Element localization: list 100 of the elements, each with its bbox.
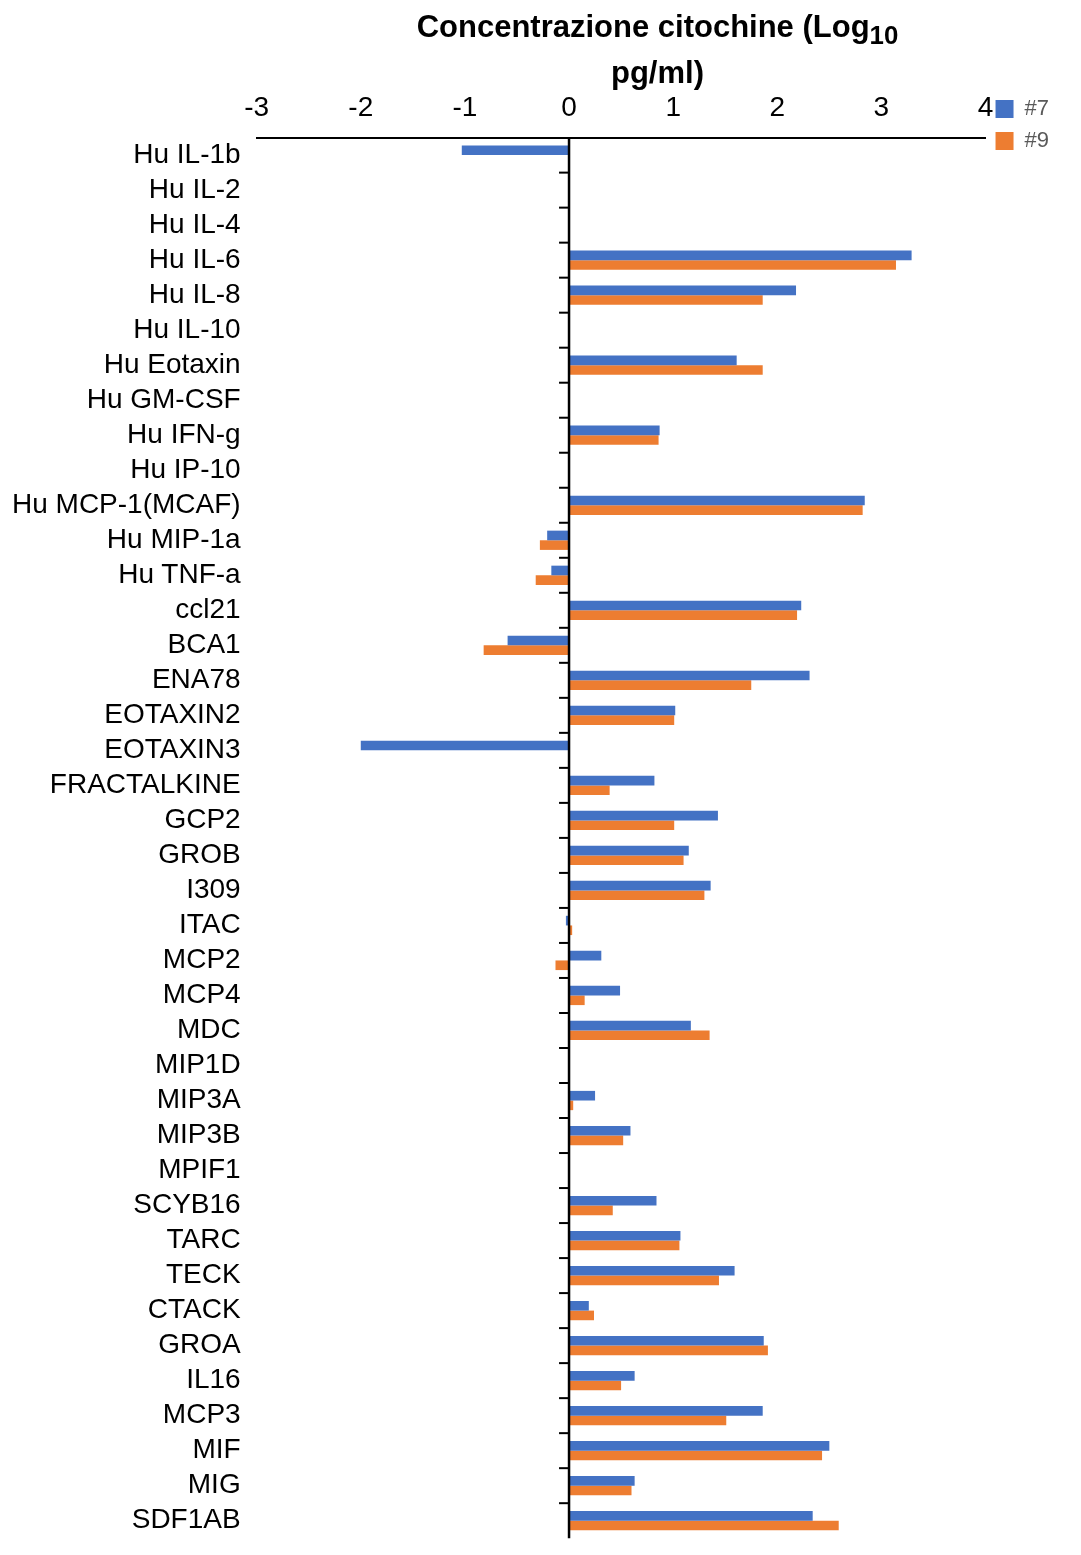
y-tick-label: Hu TNF-a bbox=[118, 558, 242, 590]
bar bbox=[569, 505, 863, 515]
y-tick-label: MCP2 bbox=[162, 943, 241, 975]
bar bbox=[569, 1380, 622, 1391]
y-tick-label: Hu MCP-1(MCAF) bbox=[11, 487, 241, 519]
bar bbox=[569, 880, 711, 891]
y-tick-label: Hu GM-CSF bbox=[86, 382, 241, 414]
y-tick-label: I309 bbox=[186, 873, 241, 905]
bar bbox=[551, 565, 570, 576]
bar bbox=[569, 785, 610, 796]
bar bbox=[569, 810, 718, 821]
bar bbox=[569, 365, 763, 375]
bar bbox=[569, 890, 705, 901]
x-tick-label: 4 bbox=[977, 90, 994, 122]
y-tick-label: FRACTALKINE bbox=[49, 768, 241, 800]
y-tick-label: GROA bbox=[158, 1328, 241, 1360]
bar bbox=[569, 1125, 631, 1136]
y-tick-label: GCP2 bbox=[164, 803, 241, 835]
bar bbox=[569, 1300, 589, 1311]
bar bbox=[569, 1240, 680, 1251]
y-tick-label: MIP3B bbox=[156, 1118, 241, 1150]
bar bbox=[569, 775, 655, 786]
y-tick-label: ENA78 bbox=[151, 663, 241, 695]
x-tick-label: -3 bbox=[244, 90, 270, 122]
x-tick-label: 3 bbox=[873, 90, 890, 122]
bar bbox=[539, 540, 570, 550]
bar bbox=[569, 250, 912, 261]
y-tick-label: ccl21 bbox=[175, 593, 241, 625]
y-tick-label: SCYB16 bbox=[133, 1188, 241, 1220]
bar bbox=[569, 1415, 727, 1426]
bar bbox=[569, 425, 660, 436]
bar bbox=[360, 740, 570, 751]
legend-label: #7 bbox=[1024, 95, 1050, 121]
y-tick-label: Hu MIP-1a bbox=[106, 522, 242, 554]
y-tick-label: MCP4 bbox=[162, 978, 241, 1010]
bar bbox=[569, 1195, 657, 1206]
bar bbox=[569, 1406, 763, 1416]
bar bbox=[569, 680, 752, 690]
y-tick-label: EOTAXIN2 bbox=[104, 698, 241, 730]
y-tick-label: MIF bbox=[192, 1433, 241, 1465]
y-tick-label: Hu IL-10 bbox=[133, 312, 241, 344]
y-tick-label: Hu Eotaxin bbox=[103, 347, 241, 379]
x-tick-label: 0 bbox=[561, 90, 577, 122]
bar bbox=[569, 705, 676, 716]
y-tick-label: Hu IP-10 bbox=[130, 452, 241, 484]
bar bbox=[555, 960, 570, 971]
bar bbox=[569, 1205, 613, 1216]
y-tick-label: Hu IL-1b bbox=[133, 137, 241, 169]
y-tick-label: TECK bbox=[165, 1258, 241, 1290]
x-tick-label: -1 bbox=[452, 90, 478, 122]
bar bbox=[483, 645, 570, 655]
y-tick-label: ITAC bbox=[178, 908, 241, 940]
bar bbox=[569, 1441, 830, 1451]
bar bbox=[569, 950, 602, 961]
bar bbox=[569, 495, 865, 506]
y-tick-label: MPIF1 bbox=[158, 1153, 241, 1185]
bar bbox=[569, 600, 802, 611]
x-tick-label: 2 bbox=[769, 90, 786, 122]
y-tick-label: Hu IFN-g bbox=[127, 417, 241, 449]
bar bbox=[569, 295, 763, 305]
bar bbox=[569, 1030, 710, 1041]
bar bbox=[569, 1345, 768, 1356]
bar bbox=[569, 1275, 719, 1286]
bar bbox=[569, 1450, 823, 1461]
bar bbox=[569, 1265, 735, 1276]
bar bbox=[569, 1511, 813, 1521]
bar bbox=[569, 435, 659, 445]
bar bbox=[569, 855, 684, 866]
bar bbox=[569, 1230, 681, 1241]
bar bbox=[461, 145, 570, 156]
bar bbox=[569, 1335, 764, 1346]
bar bbox=[547, 530, 570, 541]
y-tick-label: MIG bbox=[187, 1468, 241, 1500]
y-tick-label: EOTAXIN3 bbox=[104, 733, 241, 765]
y-tick-label: Hu IL-2 bbox=[148, 172, 241, 204]
y-tick-label: TARC bbox=[166, 1223, 241, 1255]
bar bbox=[535, 575, 570, 585]
y-tick-label: IL16 bbox=[186, 1363, 241, 1395]
y-tick-label: MIP1D bbox=[155, 1048, 241, 1080]
y-tick-label: Hu IL-8 bbox=[148, 277, 241, 309]
bar bbox=[569, 1020, 691, 1031]
x-tick-label: 1 bbox=[665, 90, 681, 122]
y-tick-label: SDF1AB bbox=[131, 1503, 241, 1535]
y-tick-label: MDC bbox=[176, 1013, 241, 1045]
y-tick-label: MIP3A bbox=[156, 1083, 241, 1115]
x-tick-label: -2 bbox=[348, 90, 374, 122]
bar bbox=[569, 715, 675, 725]
bar bbox=[569, 285, 797, 296]
bar bbox=[569, 610, 798, 620]
y-tick-label: GROB bbox=[158, 838, 241, 870]
bar bbox=[569, 985, 621, 996]
bar bbox=[569, 820, 675, 831]
y-tick-label: Hu IL-4 bbox=[148, 207, 241, 239]
bar bbox=[569, 1476, 635, 1486]
bar bbox=[569, 670, 810, 681]
text: Concentrazione citochine (Log$_{10}$ pg/ml) bbox=[416, 9, 899, 91]
bar bbox=[569, 260, 896, 270]
bar bbox=[569, 1520, 839, 1531]
bar bbox=[569, 995, 585, 1006]
y-tick-label: Hu IL-6 bbox=[148, 242, 241, 274]
